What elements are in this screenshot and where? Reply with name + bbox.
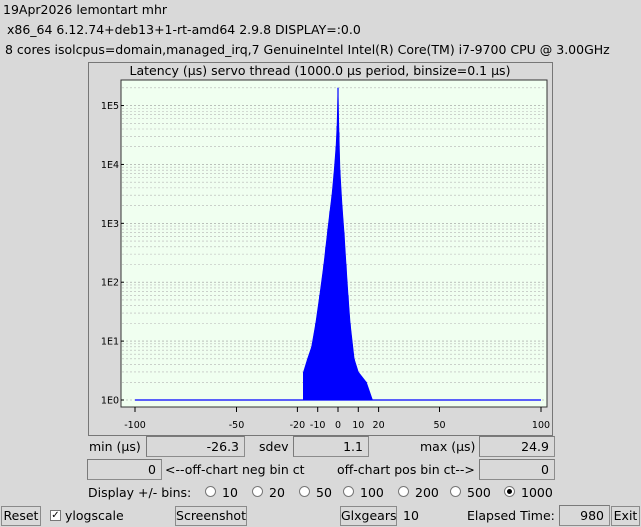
x-tick-label: 50 (433, 420, 445, 431)
bins-radio-50[interactable] (299, 486, 310, 497)
min-label: min (µs) (89, 439, 141, 454)
x-tick-label: 0 (335, 420, 341, 431)
sdev-value-field: 1.1 (293, 436, 369, 457)
bins-radio-10[interactable] (205, 486, 216, 497)
y-tick-label: 1E5 (101, 101, 119, 112)
bins-radio-500[interactable] (450, 486, 461, 497)
x-tick-label: 100 (532, 420, 550, 431)
bins-option-label: 50 (316, 485, 332, 500)
header-system-info: x86_64 6.12.74+deb13+1-rt-amd64 2.9.8 DI… (7, 22, 361, 37)
y-tick-label: 1E0 (101, 396, 119, 407)
x-tick-label: -20 (290, 420, 306, 431)
screenshot-button[interactable]: Screenshot (175, 506, 247, 526)
bins-radio-20[interactable] (252, 486, 263, 497)
offchart-pos-field: 0 (479, 459, 555, 480)
elapsed-time-field: 980 (559, 505, 610, 526)
bins-radio-200[interactable] (398, 486, 409, 497)
min-value-field: -26.3 (146, 436, 245, 457)
latency-histogram: Latency (µs) servo thread (1000.0 µs per… (88, 62, 553, 436)
header-date-host: 19Apr2026 lemontart mhr (3, 2, 168, 17)
offchart-neg-field: 0 (87, 459, 162, 480)
reset-button[interactable]: Reset (1, 506, 41, 526)
x-tick-label: -50 (229, 420, 245, 431)
exit-button[interactable]: Exit (611, 506, 640, 526)
glxgears-button[interactable]: Glxgears (340, 506, 397, 526)
x-tick-label: -10 (310, 420, 326, 431)
bins-option-label: 20 (269, 485, 285, 500)
bins-radio-100[interactable] (343, 486, 354, 497)
bins-option-label: 10 (222, 485, 238, 500)
offchart-neg-label: <--off-chart neg bin ct (165, 462, 305, 477)
elapsed-time-label: Elapsed Time: (467, 508, 555, 523)
glxgears-count: 10 (403, 508, 419, 523)
bins-radio-1000[interactable] (504, 486, 515, 497)
y-tick-label: 1E2 (101, 278, 119, 289)
bins-option-label: 500 (467, 485, 491, 500)
ylogscale-label: ylogscale (65, 508, 124, 523)
y-tick-label: 1E1 (101, 337, 119, 348)
max-value-field: 24.9 (479, 436, 555, 457)
x-tick-label: 20 (373, 420, 385, 431)
header-cpu-info: 8 cores isolcpus=domain,managed_irq,7 Ge… (5, 42, 610, 57)
y-tick-label: 1E4 (101, 160, 119, 171)
x-tick-label: 10 (352, 420, 364, 431)
offchart-pos-label: off-chart pos bin ct--> (337, 462, 475, 477)
display-bins-label: Display +/- bins: (88, 485, 192, 500)
x-axis: -100 -50 -20 -10 0 10 20 50 100 (124, 407, 550, 431)
y-axis: 1E0 1E1 1E2 1E3 1E4 1E5 (101, 101, 124, 407)
max-label: max (µs) (420, 439, 476, 454)
ylogscale-checkbox[interactable]: ✓ (50, 510, 61, 521)
histogram-bars (135, 87, 541, 401)
bins-option-label: 1000 (521, 485, 553, 500)
bins-option-label: 200 (415, 485, 439, 500)
y-tick-label: 1E3 (101, 219, 119, 230)
chart-title: Latency (µs) servo thread (1000.0 µs per… (130, 63, 511, 78)
bins-option-label: 100 (360, 485, 384, 500)
x-tick-label: -100 (124, 420, 146, 431)
